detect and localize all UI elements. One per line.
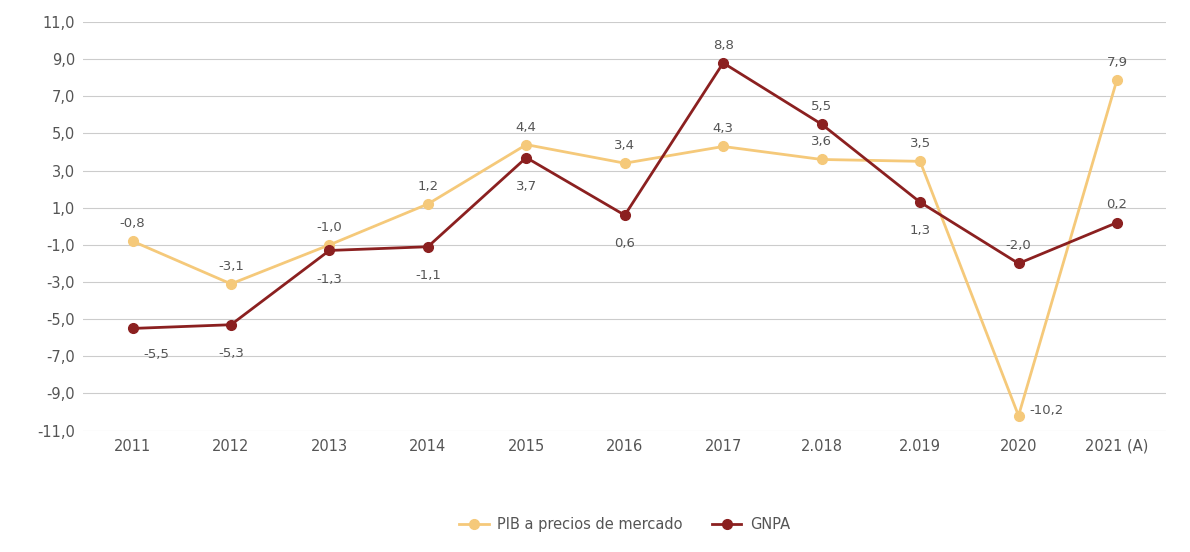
GNPA [716,60,731,66]
Text: -3,1: -3,1 [218,260,244,273]
GNPA [618,212,632,219]
Text: 1,2: 1,2 [418,180,438,193]
Text: 3,7: 3,7 [515,180,537,193]
Text: 8,8: 8,8 [713,39,733,52]
PIB a precios de mercado [1012,412,1026,419]
Text: 3,6: 3,6 [812,135,832,148]
Text: 0,6: 0,6 [614,237,635,251]
PIB a precios de mercado [224,280,238,287]
GNPA [322,247,337,254]
GNPA [1012,260,1026,267]
Text: -10,2: -10,2 [1029,404,1064,417]
Text: 3,5: 3,5 [909,137,931,150]
GNPA [913,199,927,205]
PIB a precios de mercado [519,141,533,148]
Text: 4,4: 4,4 [516,120,537,134]
PIB a precios de mercado [421,201,436,208]
PIB a precios de mercado [125,238,139,245]
PIB a precios de mercado [913,158,927,164]
Text: -1,1: -1,1 [415,269,440,282]
GNPA [224,321,238,328]
GNPA [125,325,139,332]
Text: -1,3: -1,3 [317,273,343,286]
Text: -1,0: -1,0 [317,221,343,234]
Line: GNPA: GNPA [127,58,1122,333]
PIB a precios de mercado [814,156,828,163]
GNPA [421,243,436,250]
Text: -5,3: -5,3 [218,347,244,360]
Text: 7,9: 7,9 [1107,56,1127,68]
Text: 3,4: 3,4 [614,139,635,152]
Text: -0,8: -0,8 [120,217,145,230]
Line: PIB a precios de mercado: PIB a precios de mercado [127,75,1122,421]
Text: 5,5: 5,5 [812,100,832,113]
Text: -5,5: -5,5 [144,348,169,361]
PIB a precios de mercado [1110,76,1125,83]
Text: 4,3: 4,3 [713,123,734,135]
Text: -2,0: -2,0 [1006,240,1032,252]
Legend: PIB a precios de mercado, GNPA: PIB a precios de mercado, GNPA [453,511,796,538]
GNPA [1110,219,1125,226]
GNPA [519,155,533,161]
GNPA [814,121,828,128]
Text: 1,3: 1,3 [909,225,931,237]
Text: 0,2: 0,2 [1107,199,1127,211]
PIB a precios de mercado [618,160,632,167]
PIB a precios de mercado [716,143,731,150]
PIB a precios de mercado [322,242,337,248]
